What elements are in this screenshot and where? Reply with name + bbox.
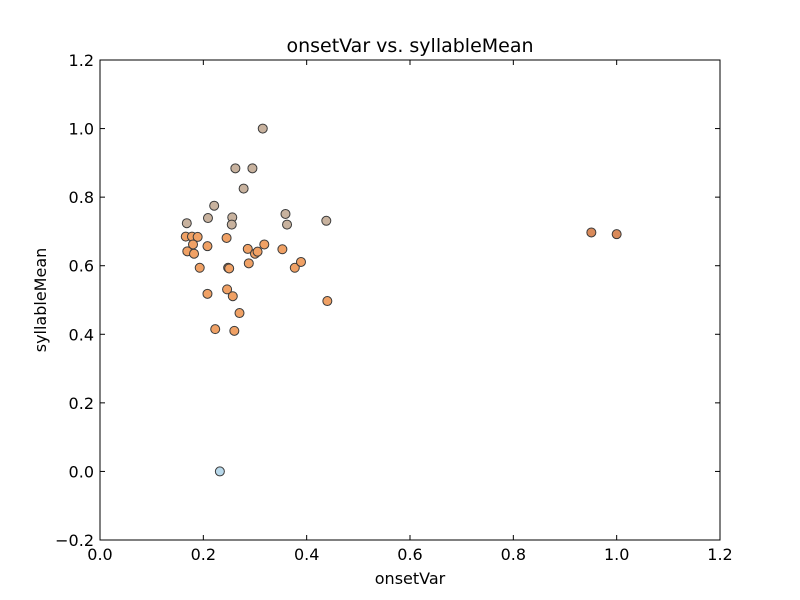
data-point: [234, 308, 245, 319]
y-tick-label: 0.4: [69, 325, 94, 344]
y-tick-label: 0.0: [69, 462, 94, 481]
data-point: [222, 284, 233, 295]
x-tick-label: 0.8: [501, 545, 526, 564]
data-point: [252, 246, 263, 257]
data-point: [210, 324, 221, 335]
data-point: [214, 466, 225, 477]
data-point: [247, 163, 258, 174]
y-axis-title: syllableMean: [31, 248, 50, 353]
x-tick-label: 0.4: [294, 545, 319, 564]
data-point: [257, 123, 268, 134]
data-point: [194, 262, 205, 273]
y-tick-label: −0.2: [55, 531, 94, 550]
ticks-layer: 0.0 0.2 0.4 0.6 0.8 1.0 1.2−0.20.00.20.40.60.8…: [55, 51, 733, 564]
data-point: [230, 163, 241, 174]
data-point: [280, 208, 291, 219]
data-point: [226, 219, 237, 230]
x-tick-label: 1.0: [604, 545, 629, 564]
data-point: [238, 183, 249, 194]
data-point: [586, 227, 597, 238]
data-point: [611, 229, 622, 240]
y-tick-label: 1.0: [69, 120, 94, 139]
x-tick-label: 0.0: [87, 545, 112, 564]
data-point: [229, 325, 240, 336]
x-tick-label: 0.6: [397, 545, 422, 564]
data-point: [221, 232, 232, 243]
data-point: [242, 243, 253, 254]
data-point: [181, 218, 192, 229]
y-tick-label: 0.2: [69, 394, 94, 413]
x-axis-title: onsetVar: [375, 569, 446, 588]
data-point: [282, 219, 293, 230]
y-tick-label: 0.6: [69, 257, 94, 276]
data-point: [227, 291, 238, 302]
data-point: [259, 239, 270, 250]
data-point: [202, 288, 213, 299]
points-layer: [180, 123, 622, 477]
data-point: [295, 256, 306, 267]
data-point: [322, 296, 333, 307]
data-point: [321, 215, 332, 226]
data-point: [243, 258, 254, 269]
data-point: [202, 213, 213, 224]
data-point: [289, 262, 300, 273]
chart-title: onsetVar vs. syllableMean: [286, 35, 533, 57]
plot-frame: [99, 59, 721, 541]
data-point: [202, 241, 213, 252]
x-tick-label: 0.2: [191, 545, 216, 564]
data-point: [192, 231, 203, 242]
data-point: [189, 248, 200, 259]
y-tick-label: 0.8: [69, 188, 94, 207]
data-point: [224, 263, 235, 274]
x-tick-label: 1.2: [707, 545, 732, 564]
data-point: [209, 200, 220, 211]
data-point: [277, 244, 288, 255]
y-tick-label: 1.2: [69, 51, 94, 70]
